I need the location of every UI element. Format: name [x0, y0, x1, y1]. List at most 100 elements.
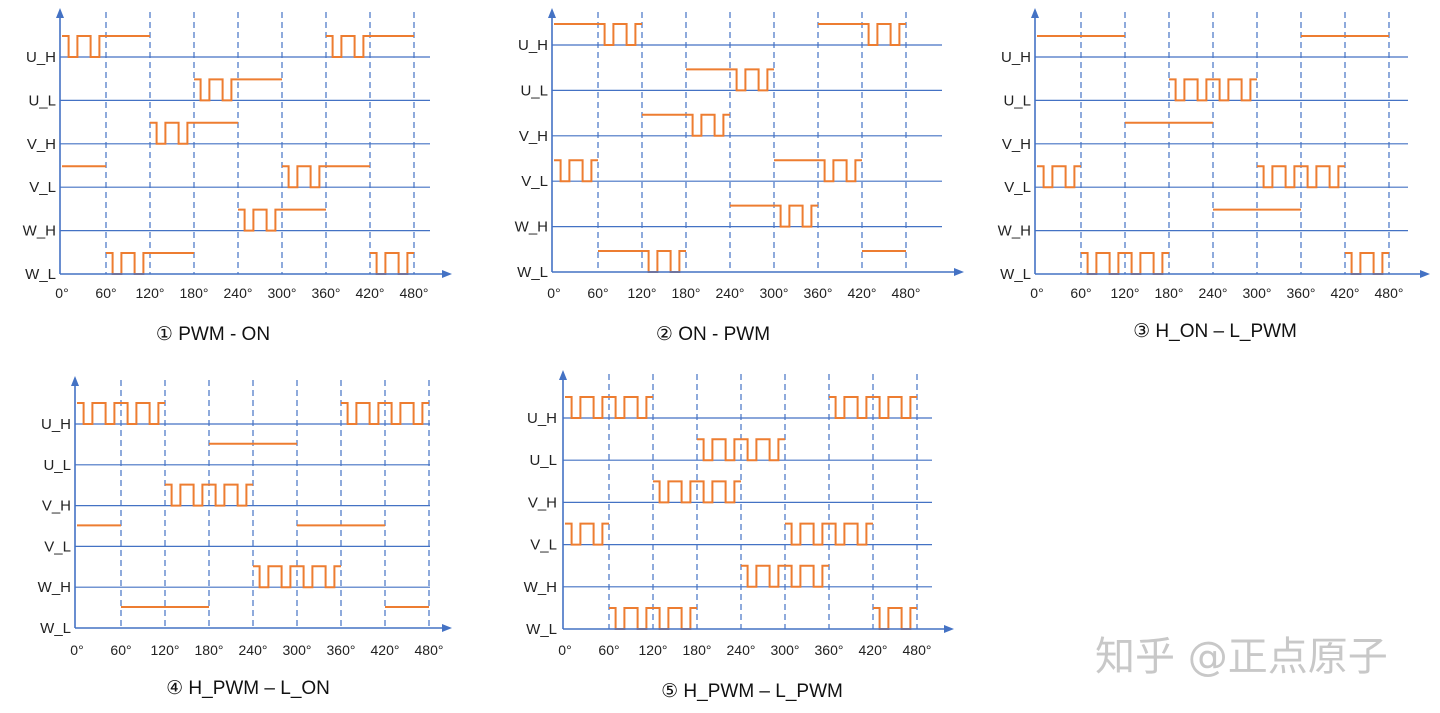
angle-tick-label: 240°: [716, 285, 745, 301]
angle-tick-label: 300°: [268, 285, 297, 301]
signal-label: W_H: [23, 223, 56, 240]
signal-label: W_L: [526, 621, 557, 638]
signal-label: V_H: [1002, 136, 1031, 153]
angle-tick-label: 0°: [70, 642, 83, 658]
y-axis-arrow: [56, 8, 64, 18]
signal-label: V_L: [1004, 179, 1031, 196]
angle-tick-label: 420°: [1331, 285, 1360, 301]
signal-label: W_L: [1000, 266, 1031, 283]
signal-label: V_H: [519, 128, 548, 145]
angle-tick-label: 240°: [239, 642, 268, 658]
angle-tick-label: 480°: [415, 642, 444, 658]
angle-tick-label: 120°: [151, 642, 180, 658]
angle-tick-label: 180°: [683, 642, 712, 658]
angle-tick-label: 480°: [1375, 285, 1404, 301]
signal-label: W_L: [517, 264, 548, 281]
signal-label: U_H: [527, 410, 557, 427]
angle-tick-label: 0°: [55, 285, 68, 301]
signal-label: U_H: [1001, 49, 1031, 66]
angle-tick-label: 360°: [815, 642, 844, 658]
waveform-u-l: [686, 68, 774, 92]
angle-tick-label: 120°: [628, 285, 657, 301]
signal-label: U_H: [26, 49, 56, 66]
waveform-v-h: [642, 113, 730, 137]
angle-tick-label: 120°: [639, 642, 668, 658]
panel-4: U_H U_L V_H V_L W_H W_L 0° 60° 120° 180° 240° 300° 3…: [38, 376, 452, 699]
waveform-u-h: [554, 23, 906, 46]
waveform-w-l: [106, 252, 414, 275]
angle-tick-label: 300°: [1243, 285, 1272, 301]
x-axis-arrow: [944, 625, 954, 633]
panel-caption: ④ H_PWM – L_ON: [166, 678, 330, 699]
signal-label: W_L: [40, 620, 71, 637]
waveform-w-l: [609, 607, 917, 630]
angle-tick-label: 60°: [587, 285, 608, 301]
signal-label: U_L: [1003, 92, 1031, 109]
angle-tick-label: 360°: [804, 285, 833, 301]
angle-tick-label: 0°: [1030, 285, 1043, 301]
angle-tick-label: 420°: [859, 642, 888, 658]
angle-tick-label: 360°: [312, 285, 341, 301]
waveform-u-l: [697, 438, 785, 462]
angle-tick-label: 60°: [1070, 285, 1091, 301]
signal-label: V_L: [530, 537, 557, 554]
signal-label: V_H: [42, 498, 71, 515]
angle-tick-label: 180°: [195, 642, 224, 658]
waveform-u-h: [62, 35, 414, 58]
angle-tick-label: 0°: [558, 642, 571, 658]
y-axis-arrow: [559, 370, 567, 380]
panel-caption: ① PWM - ON: [156, 324, 270, 345]
angle-tick-label: 300°: [283, 642, 312, 658]
watermark: 知乎 @正点原子: [1095, 634, 1388, 680]
signal-label: W_H: [998, 223, 1031, 240]
angle-tick-label: 60°: [95, 285, 116, 301]
angle-tick-label: 420°: [356, 285, 385, 301]
waveform-u-l: [194, 78, 282, 102]
waveform-w-h: [730, 204, 818, 228]
angle-tick-label: 420°: [848, 285, 877, 301]
panel-caption: ② ON - PWM: [656, 324, 770, 345]
angle-tick-label: 480°: [903, 642, 932, 658]
signal-label: V_H: [27, 136, 56, 153]
panel-2: U_H U_L V_H V_L W_H W_L 0° 60° 120° 180° 240° 300° 3…: [515, 8, 964, 345]
angle-tick-label: 240°: [1199, 285, 1228, 301]
angle-tick-label: 0°: [547, 285, 560, 301]
waveform-u-h: [77, 402, 429, 425]
signal-label: W_H: [524, 579, 557, 596]
waveform-v-l: [554, 159, 862, 183]
panel-caption: ⑤ H_PWM – L_PWM: [661, 681, 843, 702]
panel-caption: ③ H_ON – L_PWM: [1133, 321, 1297, 342]
angle-tick-label: 360°: [327, 642, 356, 658]
angle-tick-label: 240°: [224, 285, 253, 301]
signal-label: U_L: [28, 92, 56, 109]
angle-tick-label: 300°: [771, 642, 800, 658]
angle-tick-label: 60°: [598, 642, 619, 658]
angle-tick-label: 480°: [892, 285, 921, 301]
signal-label: V_L: [44, 538, 71, 555]
x-axis-arrow: [1420, 270, 1430, 278]
waveform-w-l: [598, 250, 906, 273]
angle-tick-label: 60°: [110, 642, 131, 658]
panel-3: U_H U_L V_H V_L W_H W_L 0° 60° 120° 180° 240° 300° 3…: [998, 8, 1430, 342]
panel-1: U_H U_L V_H V_L W_H W_L 0° 60° 120° 180° 240° 300° 3…: [23, 8, 452, 345]
signal-label: U_L: [520, 82, 548, 99]
angle-tick-label: 120°: [1111, 285, 1140, 301]
waveform-v-l: [62, 165, 370, 189]
signal-label: U_L: [43, 457, 71, 474]
signal-label: W_L: [25, 266, 56, 283]
signal-label: U_H: [41, 416, 71, 433]
waveform-w-h: [253, 565, 341, 589]
x-axis-arrow: [442, 270, 452, 278]
angle-tick-label: 480°: [400, 285, 429, 301]
signal-label: W_H: [515, 219, 548, 236]
x-axis-arrow: [442, 624, 452, 632]
panels-layer: U_HU_LV_HV_LW_HW_L0° 60° 120° 180° 240° 300° 3…: [23, 8, 1430, 702]
panel-5: U_H U_L V_H V_L W_H W_L0° 60° 120° 180° 240° 300° 3…: [524, 370, 954, 702]
y-axis-arrow: [1031, 8, 1039, 18]
waveform-w-h: [238, 208, 326, 232]
angle-tick-label: 180°: [672, 285, 701, 301]
signal-label: U_L: [529, 452, 557, 469]
signal-label: W_H: [38, 579, 71, 596]
angle-tick-label: 180°: [1155, 285, 1184, 301]
